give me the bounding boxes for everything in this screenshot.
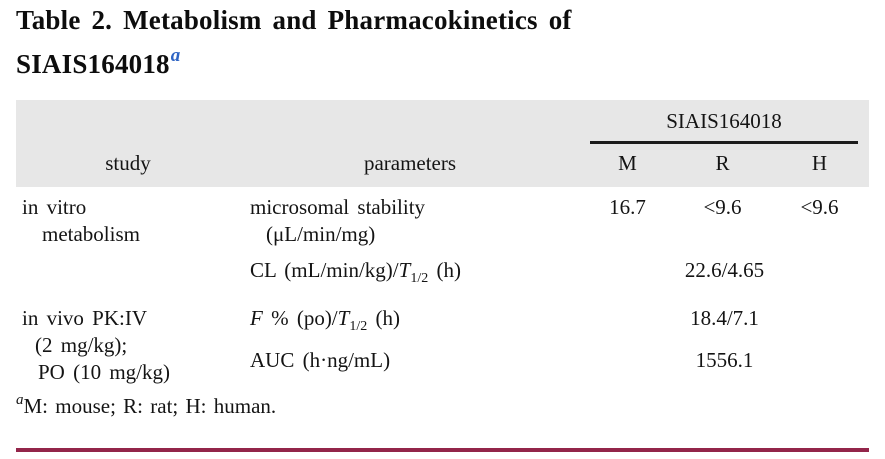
study-text-line: metabolism <box>42 222 140 246</box>
parameter-cell-auc: AUC (h·ng/mL) <box>250 348 391 373</box>
col-header-rat: R <box>715 151 730 175</box>
italic-T: T <box>337 306 350 331</box>
table-row-bioavailability: in vivo PK:IV (2 mg/kg); PO (10 mg/kg) F… <box>16 299 869 384</box>
italic-T: T <box>398 258 411 282</box>
parameter-cell-cl-halflife: CL (mL/min/kg)/T1/2 (h) <box>240 248 580 299</box>
table-footnote: aM: mouse; R: rat; H: human. <box>16 392 277 419</box>
parameter-text: (h) <box>367 306 400 331</box>
study-cell-in-vivo-pk: in vivo PK:IV (2 mg/kg); PO (10 mg/kg) <box>16 299 240 388</box>
value-rat: <9.6 <box>703 195 742 219</box>
pk-table: SIAIS164018 study parameters M R H in vi… <box>16 100 870 388</box>
col-header-human: H <box>811 151 828 175</box>
parameter-text: (h) <box>428 258 461 282</box>
col-header-parameters: parameters <box>363 151 457 175</box>
parameter-text: CL (mL/min/kg)/ <box>250 258 399 282</box>
table-row-microsomal-stability: in vitro metabolism microsomal stability… <box>16 187 869 248</box>
italic-F: F <box>250 306 263 331</box>
parameter-text: % (po)/ <box>262 306 338 331</box>
table-row-auc: AUC (h·ng/mL) 1556.1 <box>16 340 869 388</box>
group-header-row: SIAIS164018 <box>16 100 869 144</box>
parameter-text-line: (μL/min/mg) <box>266 222 376 246</box>
col-header-study: study <box>105 151 151 175</box>
footnote-marker: a <box>16 392 24 408</box>
value-human: <9.6 <box>800 195 839 219</box>
table-body: in vitro metabolism microsomal stability… <box>16 187 869 388</box>
study-text-line: (2 mg/kg); <box>35 333 128 358</box>
column-header-row: study parameters M R H <box>16 144 869 187</box>
subscript-half: 1/2 <box>410 271 429 287</box>
parameter-cell-f-halflife: F % (po)/T1/2 (h) <box>240 299 580 340</box>
compound-group-underline: SIAIS164018 <box>590 109 859 144</box>
value-auc: 1556.1 <box>695 348 754 373</box>
table-title-line2: SIAIS164018 <box>16 49 170 79</box>
subscript-half: 1/2 <box>349 319 368 335</box>
table-title: Table 2. Metabolism and Pharmacokinetics… <box>16 2 572 83</box>
study-text-line: in vitro <box>22 195 87 219</box>
study-cell-in-vitro-metabolism: in vitro metabolism <box>16 187 240 299</box>
study-text-line: in vivo PK:IV <box>22 306 148 331</box>
parameter-text-line: microsomal stability <box>250 195 426 219</box>
study-text-line: PO (10 mg/kg) <box>38 360 170 385</box>
parameter-cell-microsomal-stability: microsomal stability (μL/min/mg) <box>240 187 580 248</box>
value-f-halflife: 18.4/7.1 <box>690 306 759 331</box>
value-mouse: 16.7 <box>609 195 646 219</box>
group-header-spacer <box>16 100 580 144</box>
table-title-line1: Table 2. Metabolism and Pharmacokinetics… <box>16 5 572 35</box>
metabolism-pk-table: SIAIS164018 study parameters M R H in vi… <box>16 100 870 388</box>
footnote-text: M: mouse; R: rat; H: human. <box>23 394 277 418</box>
col-header-mouse: M <box>618 151 637 175</box>
bottom-rule-divider <box>16 448 869 452</box>
compound-name: SIAIS164018 <box>666 109 782 133</box>
value-cl-halflife: 22.6/4.65 <box>684 258 765 282</box>
table-header: SIAIS164018 study parameters M R H <box>16 100 870 187</box>
table-row-cl-halflife: CL (mL/min/kg)/T1/2 (h) 22.6/4.65 <box>16 248 869 299</box>
compound-group-header: SIAIS164018 <box>580 100 869 144</box>
title-footnote-marker: a <box>170 45 181 66</box>
